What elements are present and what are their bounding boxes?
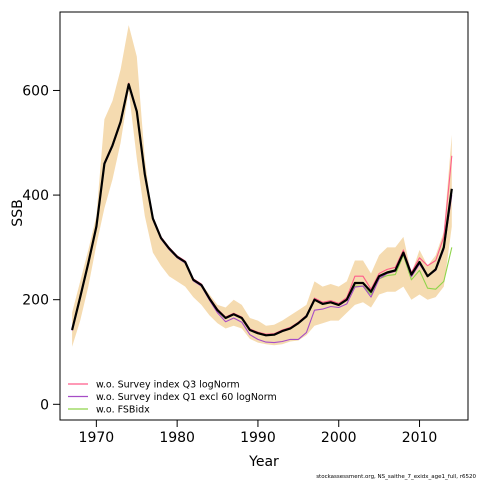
legend-label-fsb: w.o. FSBidx: [96, 405, 150, 416]
x-axis: 1970 1980 1990 2000 2010: [79, 420, 438, 446]
plot-frame: [59, 11, 469, 421]
footer-source: stockassessment.org, NS_saithe_7_exidx_a…: [316, 474, 476, 480]
y-axis-title: SSB: [10, 199, 26, 226]
x-tick-label: 2000: [321, 430, 357, 446]
y-axis: 0 200 400 600: [22, 83, 60, 413]
x-axis-title: Year: [248, 454, 279, 470]
legend-label-q3: w.o. Survey index Q3 logNorm: [96, 380, 240, 391]
y-tick-label: 600: [22, 83, 49, 99]
confidence-band: [72, 25, 452, 347]
y-tick-label: 200: [22, 293, 49, 309]
y-tick-label: 0: [40, 397, 49, 413]
series-line-q1: [71, 84, 453, 344]
series-line-fsb: [71, 83, 453, 336]
x-tick-label: 1970: [79, 430, 115, 446]
legend-label-q1: w.o. Survey index Q1 excl 60 logNorm: [96, 392, 277, 403]
x-tick-label: 2010: [402, 430, 438, 446]
series-line-q3: [71, 82, 453, 335]
series-line-base: [71, 83, 453, 337]
x-tick-label: 1980: [159, 430, 195, 446]
x-tick-label: 1990: [240, 430, 276, 446]
series-lines: [71, 82, 453, 344]
y-tick-label: 400: [22, 188, 49, 204]
